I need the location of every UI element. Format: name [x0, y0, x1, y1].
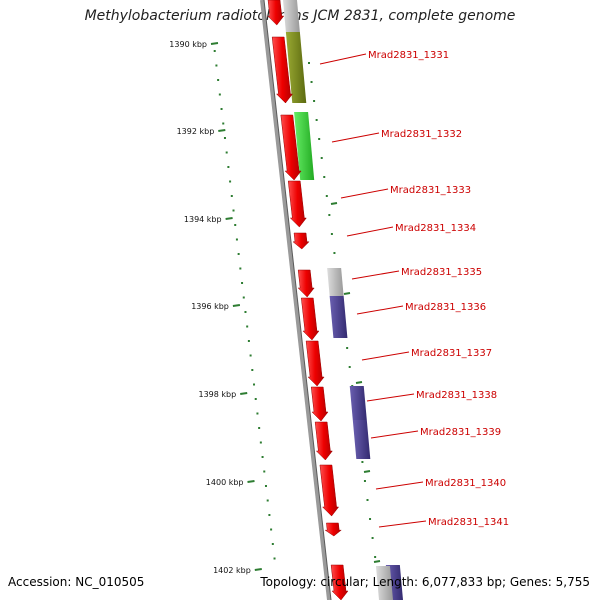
gene-label[interactable]: Mrad2831_1334: [395, 223, 476, 234]
ruler-tick-label: 1398 kbp: [198, 390, 236, 399]
cog-block: [329, 296, 348, 338]
gene-label[interactable]: Mrad2831_1331: [368, 50, 449, 61]
gene-label[interactable]: Mrad2831_1333: [390, 185, 471, 196]
gene-arrow[interactable]: [314, 421, 333, 461]
label-leader-line: [366, 393, 415, 402]
gene-arrow[interactable]: [267, 0, 285, 26]
gene-arrow[interactable]: [300, 297, 320, 341]
label-leader-line: [331, 132, 380, 143]
kbp-ruler: 1390 kbp 1392 kbp 1394 kbp 1396 kbp 1398 kbp…: [169, 40, 262, 575]
label-leader-line: [375, 481, 424, 490]
gene-arrow[interactable]: [305, 340, 325, 387]
label-leader-line: [378, 520, 427, 528]
label-leader-line: [351, 270, 400, 280]
cog-track: [283, 0, 403, 600]
ruler-tick-label: 1396 kbp: [191, 302, 229, 311]
gene-arrow[interactable]: [287, 180, 307, 228]
gene-labels: Mrad2831_1331 Mrad2831_1332 Mrad2831_1333 M…: [319, 50, 509, 528]
ruler-tick-label: 1392 kbp: [177, 127, 215, 136]
gene-label[interactable]: Mrad2831_1338: [416, 390, 497, 401]
ruler-tick: [240, 392, 248, 395]
genome-backbone: [260, 0, 332, 600]
gene-arrow[interactable]: [280, 114, 302, 181]
ruler-tick: [254, 568, 262, 571]
gene-arrow[interactable]: [297, 269, 315, 298]
cog-block: [352, 420, 371, 459]
cog-block: [285, 32, 307, 103]
ruler-tick: [232, 304, 241, 307]
gene-label[interactable]: Mrad2831_1340: [425, 478, 506, 489]
gene-arrow[interactable]: [292, 232, 310, 250]
gene-arrow[interactable]: [271, 36, 294, 104]
gene-label[interactable]: Mrad2831_1336: [405, 302, 486, 313]
ruler-tick-label: 1390 kbp: [169, 40, 207, 49]
gene-label[interactable]: Mrad2831_1339: [420, 427, 501, 438]
genome-summary-text: Topology: circular; Length: 6,077,833 bp…: [260, 575, 590, 589]
ruler-tick-label: 1400 kbp: [206, 478, 244, 487]
gene-track: [267, 0, 349, 600]
cog-block: [327, 268, 344, 296]
cog-block: [294, 112, 315, 180]
cog-block: [375, 566, 393, 600]
gene-label[interactable]: Mrad2831_1335: [401, 267, 482, 278]
gene-label[interactable]: Mrad2831_1332: [381, 129, 462, 140]
accession-text: Accession: NC_010505: [8, 575, 145, 589]
gene-arrow[interactable]: [330, 564, 349, 600]
cog-block: [349, 386, 367, 420]
ruler-tick-label: 1402 kbp: [213, 566, 251, 575]
ruler-tick: [225, 217, 233, 220]
gene-arrow[interactable]: [319, 464, 340, 517]
gene-arrow[interactable]: [310, 386, 329, 422]
label-leader-line: [319, 53, 367, 65]
label-leader-line: [346, 226, 394, 237]
map-title: Methylobacterium radiotolerans JCM 2831,…: [84, 8, 516, 24]
label-leader-line: [361, 351, 410, 361]
gene-arrow[interactable]: [324, 522, 342, 537]
gene-label[interactable]: Mrad2831_1337: [411, 348, 492, 359]
ruler-tick-label: 1394 kbp: [184, 215, 222, 224]
gc-skew-dots: [213, 50, 381, 563]
ruler-tick: [218, 129, 226, 132]
ruler-tick: [210, 42, 219, 45]
ruler-tick: [247, 480, 255, 483]
label-leader-line: [356, 305, 404, 315]
cog-block: [283, 0, 300, 32]
label-leader-line: [370, 430, 419, 439]
label-leader-line: [340, 188, 389, 199]
gene-label[interactable]: Mrad2831_1341: [428, 517, 509, 528]
